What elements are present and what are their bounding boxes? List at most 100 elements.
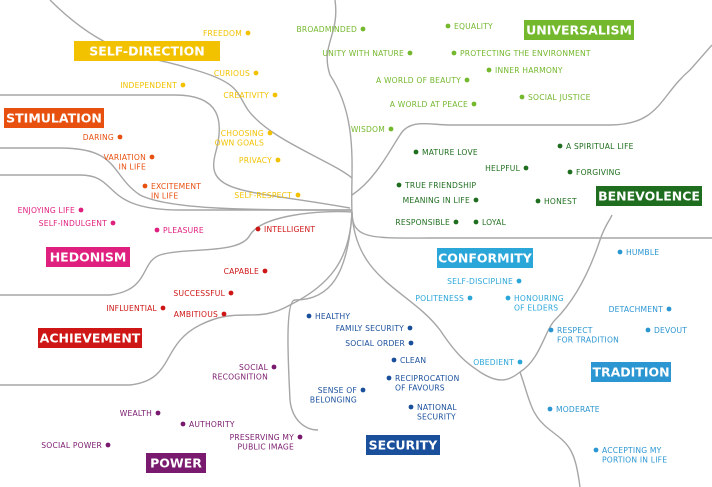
value-label: INTELLIGENT	[264, 225, 315, 234]
value-item: EQUALITY	[445, 22, 493, 31]
value-label: DEVOUT	[654, 326, 687, 335]
connector-line	[287, 211, 353, 431]
value-dot	[154, 227, 160, 233]
category-box-background	[524, 20, 634, 40]
value-item: LOYAL	[473, 218, 507, 227]
value-dot	[453, 219, 459, 225]
value-label: INDEPENDENT	[120, 81, 177, 90]
value-dot	[271, 364, 277, 370]
value-item: OBEDIENT	[473, 358, 523, 367]
category-label: SELF-DIRECTION	[89, 44, 204, 59]
value-label: NATIONAL	[417, 403, 457, 412]
value-dot	[275, 157, 281, 163]
value-label: INFLUENTIAL	[106, 304, 157, 313]
value-label: EXCITEMENT	[151, 182, 201, 191]
value-dot	[272, 92, 278, 98]
category-box-background	[146, 453, 206, 473]
value-label: A SPIRITUAL LIFE	[566, 142, 634, 151]
value-item: SOCIAL ORDER	[345, 339, 414, 348]
value-dot	[413, 149, 419, 155]
value-dot	[262, 268, 268, 274]
value-item: A WORLD AT PEACE	[390, 100, 477, 109]
value-label: BELONGING	[310, 395, 357, 404]
value-dot	[567, 169, 573, 175]
value-item: CAPABLE	[224, 267, 268, 276]
value-dot	[408, 340, 414, 346]
value-label: PLEASURE	[163, 226, 204, 235]
value-item: BROADMINDED	[296, 25, 366, 34]
value-label: CAPABLE	[224, 267, 259, 276]
value-dot	[535, 198, 541, 204]
value-label: FORGIVING	[576, 168, 621, 177]
value-dot	[486, 67, 492, 73]
value-label: HONEST	[544, 197, 577, 206]
connector-line	[0, 94, 351, 209]
connector-line	[0, 174, 352, 211]
security-label-box: SECURITY	[366, 435, 440, 455]
value-label: A WORLD AT PEACE	[390, 100, 468, 109]
value-dot	[117, 134, 123, 140]
value-label: CREATIVITY	[223, 91, 269, 100]
value-label: HEALTHY	[315, 312, 350, 321]
value-dot	[547, 406, 553, 412]
value-item: SOCIAL JUSTICE	[519, 93, 590, 102]
value-label: HELPFUL	[485, 164, 520, 173]
value-item: PLEASURE	[154, 226, 204, 235]
value-label: RESPECT	[557, 326, 593, 335]
value-item: POLITENESS	[415, 294, 473, 303]
value-item: A WORLD OF BEAUTY	[376, 76, 470, 85]
value-label: MEANING IN LIFE	[403, 196, 470, 205]
value-dot	[360, 26, 366, 32]
value-item: SOCIAL POWER	[41, 441, 111, 450]
category-label: SECURITY	[369, 438, 439, 453]
value-dot	[149, 154, 155, 160]
value-label: SECURITY	[417, 412, 456, 421]
value-dot	[255, 226, 261, 232]
value-item: HUMBLE	[617, 248, 659, 257]
value-item: MODERATE	[547, 405, 600, 414]
category-label: BENEVOLENCE	[598, 189, 700, 204]
value-label: CHOOSING	[221, 129, 264, 138]
connector-line	[0, 210, 353, 296]
value-dot	[245, 30, 251, 36]
value-dot	[396, 182, 402, 188]
value-label: VARIATION	[104, 153, 146, 162]
value-item: AUTHORITY	[180, 420, 235, 429]
value-label: SENSE OF	[318, 386, 357, 395]
value-item: UNITY WITH NATURE	[322, 49, 413, 58]
category-label: ACHIEVEMENT	[40, 331, 141, 346]
value-label: WEALTH	[120, 409, 152, 418]
value-label: PORTION IN LIFE	[602, 455, 667, 464]
value-label: DETACHMENT	[609, 305, 664, 314]
connector-line	[519, 371, 581, 487]
power-label-box: POWER	[146, 453, 206, 473]
value-dot	[473, 197, 479, 203]
value-item: CURIOUS	[214, 69, 259, 78]
value-item: INNER HARMONY	[486, 66, 563, 75]
category-box-background	[591, 362, 671, 382]
value-label: LOYAL	[482, 218, 507, 227]
category-label: POWER	[150, 456, 202, 471]
achievement-label-box: ACHIEVEMENT	[38, 328, 142, 348]
value-dot	[155, 410, 161, 416]
value-label: ENJOYING LIFE	[18, 206, 75, 215]
value-dot	[105, 442, 111, 448]
connector-line	[351, 211, 521, 381]
value-dot	[617, 249, 623, 255]
value-dot	[467, 295, 473, 301]
value-label: DARING	[83, 133, 114, 142]
connector-line	[0, 211, 353, 386]
value-item: WISDOM	[351, 125, 394, 134]
value-item: HONEST	[535, 197, 577, 206]
value-dot	[407, 50, 413, 56]
value-dot	[360, 387, 366, 393]
value-label: SELF-DISCIPLINE	[447, 277, 513, 286]
value-dot	[593, 447, 599, 453]
value-label: AMBITIOUS	[174, 310, 218, 319]
value-dot	[180, 421, 186, 427]
value-item: AMBITIOUS	[174, 310, 227, 319]
